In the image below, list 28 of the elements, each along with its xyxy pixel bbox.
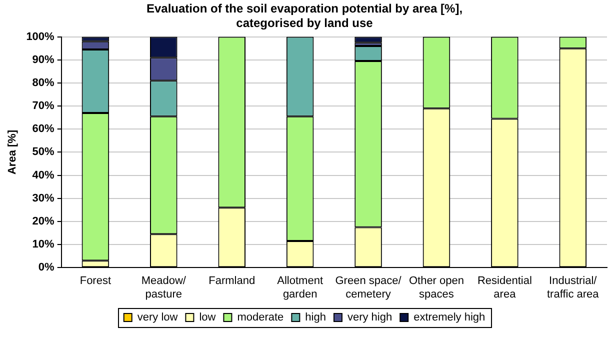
y-tick-label: 20% [32, 215, 55, 228]
y-tick-label: 30% [32, 192, 55, 204]
y-tick-label: 100% [26, 30, 55, 43]
x-tick-label: Green space/ cemetery [335, 275, 402, 300]
legend-label: moderate [237, 312, 284, 324]
text: categorised by land use [236, 16, 373, 30]
x-tick-label: Residential area [477, 275, 532, 300]
text: Evaluation of the soil evaporation potential by area [%], [146, 2, 463, 16]
y-axis-title: Area [%] [6, 130, 19, 175]
y-tick-label: 40% [32, 169, 55, 182]
legend-label: very high [347, 312, 392, 324]
y-tick-label: 90% [32, 54, 55, 66]
x-tick-label: Other open spaces [408, 275, 464, 300]
x-tick-label: Forest [80, 275, 112, 288]
x-tick-label: Farmland [208, 275, 256, 288]
legend-label: very low [137, 312, 178, 324]
x-tick-label: Industrial/ traffic area [547, 275, 600, 300]
y-tick-label: 50% [32, 146, 55, 158]
legend-label: high [305, 312, 326, 324]
y-tick-label: 10% [32, 238, 55, 251]
x-tick-label: Meadow/ pasture [141, 275, 187, 300]
legend-label: low [199, 312, 216, 324]
y-tick-label: 0% [38, 262, 55, 274]
y-tick-label: 70% [32, 100, 55, 112]
x-tick-label: Allotment garden [277, 275, 323, 300]
legend-label: extremely high [414, 312, 486, 324]
y-tick-label: 60% [32, 123, 55, 136]
y-tick-label: 80% [32, 76, 55, 89]
